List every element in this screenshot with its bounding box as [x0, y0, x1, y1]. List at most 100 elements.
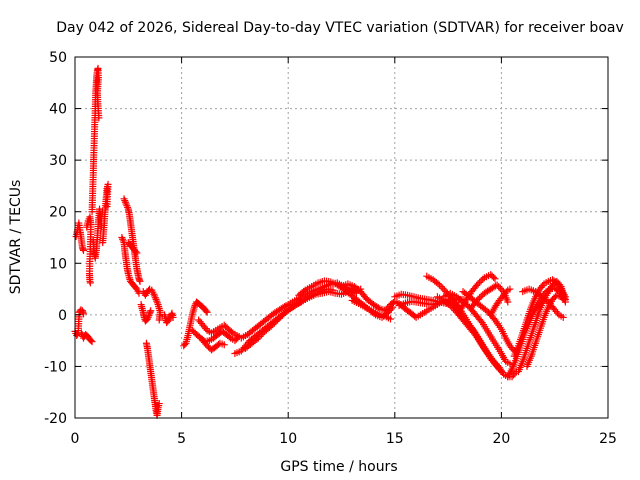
data-point-marker: [151, 294, 159, 302]
data-point-marker: [476, 294, 484, 302]
data-point-marker: [122, 200, 130, 208]
data-point-marker: [490, 273, 498, 281]
data-point-marker: [121, 197, 129, 205]
data-point-marker: [124, 203, 132, 211]
data-point-marker: [227, 328, 235, 336]
data-point-marker: [434, 280, 442, 288]
y-tick-label: -20: [44, 411, 67, 427]
x-axis-label: GPS time / hours: [280, 459, 397, 475]
data-point-marker: [181, 341, 189, 349]
data-point-marker: [270, 319, 278, 327]
data-point-marker: [143, 315, 151, 323]
x-tick-label: 15: [386, 431, 404, 447]
data-point-marker: [495, 283, 503, 291]
x-tick-label: 20: [492, 431, 510, 447]
data-point-marker: [477, 317, 485, 325]
data-point-marker: [132, 248, 140, 256]
data-point-marker: [120, 195, 128, 203]
data-point-marker: [119, 237, 127, 245]
data-point-marker: [259, 329, 267, 337]
data-point-marker: [123, 202, 131, 210]
data-point-marker: [155, 316, 163, 324]
data-point-marker: [136, 277, 144, 285]
data-point-marker: [387, 315, 395, 323]
data-point-marker: [95, 114, 103, 122]
data-point-marker: [77, 329, 85, 337]
data-point-marker: [477, 277, 485, 285]
data-point-marker: [151, 292, 159, 300]
data-point-marker: [493, 281, 501, 289]
data-point-marker: [267, 322, 275, 330]
data-point-marker: [498, 286, 506, 294]
data-point-marker: [225, 333, 233, 341]
data-point-marker: [561, 295, 569, 303]
data-point-marker: [103, 203, 111, 211]
data-point-marker: [203, 308, 211, 316]
data-point-marker: [145, 312, 153, 320]
data-point-marker: [554, 309, 562, 317]
data-point-marker: [155, 400, 163, 408]
data-point-marker: [269, 321, 277, 329]
data-point-marker: [258, 331, 266, 339]
data-point-marker: [272, 318, 280, 326]
x-tick-label: 25: [599, 431, 617, 447]
data-point-marker: [496, 284, 504, 292]
y-tick-label: 0: [58, 308, 67, 324]
data-point-marker: [477, 292, 485, 300]
data-point-marker: [253, 335, 261, 343]
data-point-marker: [492, 282, 500, 290]
y-tick-label: 50: [49, 50, 67, 66]
data-point-marker: [80, 310, 88, 318]
data-point-marker: [190, 303, 198, 311]
data-point-marker: [474, 280, 482, 288]
data-point-marker: [153, 297, 161, 305]
data-point-marker: [133, 249, 141, 257]
data-point-marker: [153, 299, 161, 307]
data-point-marker: [300, 287, 308, 295]
data-point-marker: [491, 275, 499, 283]
data-point-marker: [87, 337, 95, 345]
data-point-marker: [275, 314, 283, 322]
data-point-marker: [498, 368, 506, 376]
data-point-marker: [437, 283, 445, 291]
data-point-marker: [118, 234, 126, 241]
y-tick-label: 20: [49, 205, 67, 221]
data-point-marker: [88, 338, 96, 346]
data-point-marker: [506, 360, 514, 368]
data-point-marker: [169, 313, 177, 321]
data-point-marker: [439, 284, 447, 292]
chart-title: Day 042 of 2026, Sidereal Day-to-day VTE…: [56, 20, 624, 36]
data-point-marker: [150, 290, 158, 298]
data-point-marker: [504, 298, 512, 306]
x-tick-label: 10: [279, 431, 297, 447]
data-point-marker: [476, 278, 484, 286]
data-point-marker: [202, 325, 210, 333]
data-point-marker: [280, 303, 288, 311]
data-point-marker: [468, 325, 476, 333]
data-point-marker: [86, 279, 94, 287]
plot-frame: [74, 56, 609, 419]
axis-ticks: 0 5 10 15 20 25 -20 -10 0 10 20 30 40 50: [44, 50, 617, 447]
data-point-marker: [474, 295, 482, 303]
data-point-marker: [436, 281, 444, 289]
x-tick-label: 5: [177, 431, 186, 447]
data-point-marker: [220, 341, 228, 349]
data-point-marker: [80, 246, 88, 254]
data-point-marker: [506, 285, 514, 293]
y-tick-label: 30: [49, 153, 67, 169]
y-tick-label: 10: [49, 256, 67, 272]
data-point-marker: [559, 313, 567, 321]
x-tick-label: 0: [71, 431, 80, 447]
data-series: [71, 64, 569, 419]
data-point-marker: [147, 307, 155, 315]
data-point-marker: [144, 313, 152, 321]
data-point-marker: [256, 332, 264, 340]
y-tick-label: 40: [49, 102, 67, 118]
data-point-marker: [233, 331, 241, 339]
data-point-marker: [152, 295, 160, 303]
data-point-marker: [254, 334, 262, 342]
y-tick-label: -10: [44, 359, 67, 375]
data-point-marker: [479, 275, 487, 283]
grid: [75, 57, 608, 418]
